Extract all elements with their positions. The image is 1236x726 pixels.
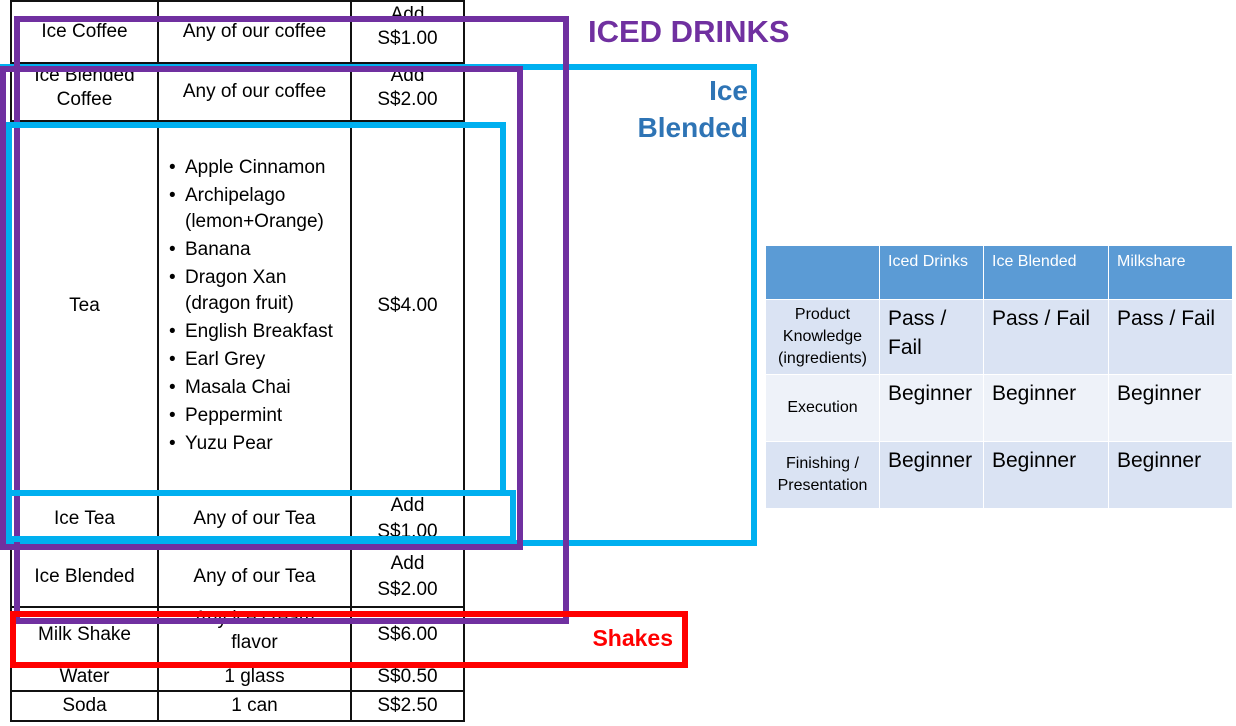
item-cell: Soda bbox=[10, 690, 159, 722]
price-cell: S$2.50 bbox=[350, 690, 465, 722]
table-cell: Pass / Fail bbox=[879, 299, 984, 375]
item-desc: 1 can bbox=[231, 695, 278, 716]
shakes-label: Shakes bbox=[592, 625, 673, 651]
item-desc: Any of our coffee bbox=[182, 21, 327, 42]
item-cell: Ice Coffee bbox=[10, 0, 159, 64]
list-item: Dragon Xan (dragon fruit) bbox=[167, 265, 349, 317]
table-cell: Beginner bbox=[983, 441, 1109, 509]
table-cell: Beginner bbox=[879, 374, 984, 442]
table-cell: Pass / Fail bbox=[1108, 299, 1233, 375]
list-item: Yuzu Pear bbox=[167, 431, 349, 457]
table-cell: Beginner bbox=[1108, 441, 1233, 509]
column-header: Milkshare bbox=[1108, 245, 1233, 300]
item-name: Tea bbox=[69, 295, 100, 316]
price: S$2.00 bbox=[377, 89, 438, 110]
price-cell: Add S$2.00 bbox=[350, 546, 465, 608]
table-row: Product Knowledge (ingredients) Pass / F… bbox=[765, 299, 1233, 375]
item-name: Coffee bbox=[56, 89, 113, 110]
item-desc: 1 glass bbox=[224, 666, 285, 687]
item-name: Water bbox=[59, 666, 110, 687]
item-desc: Any of our coffee bbox=[182, 81, 327, 102]
column-header: Iced Drinks bbox=[879, 245, 984, 300]
price: S$6.00 bbox=[377, 624, 438, 645]
ice-blended-inner-frame bbox=[6, 122, 506, 496]
table-header-row: Iced Drinks Ice Blended Milkshare bbox=[765, 245, 1233, 300]
desc-cell: Apple Cinnamon Archipelago (lemon+Orange… bbox=[157, 120, 352, 492]
column-header: Ice Blended bbox=[983, 245, 1109, 300]
item-name: Ice Coffee bbox=[41, 21, 128, 42]
desc-cell: 1 can bbox=[157, 690, 352, 722]
assessment-table: Iced Drinks Ice Blended Milkshare Produc… bbox=[765, 245, 1233, 509]
table-cell: Pass / Fail bbox=[983, 299, 1109, 375]
table-row: Soda 1 can S$2.50 bbox=[10, 690, 465, 722]
item-desc: flavor bbox=[231, 632, 278, 653]
table-row: Execution Beginner Beginner Beginner bbox=[765, 374, 1233, 442]
item-name: Ice Tea bbox=[54, 508, 115, 529]
tea-list: Apple Cinnamon Archipelago (lemon+Orange… bbox=[160, 155, 349, 457]
price-note: Add bbox=[390, 495, 425, 516]
item-name: Milk Shake bbox=[38, 624, 131, 645]
row-header: Execution bbox=[765, 374, 880, 442]
list-item: Earl Grey bbox=[167, 347, 349, 373]
table-row: Finishing / Presentation Beginner Beginn… bbox=[765, 441, 1233, 509]
item-name: Soda bbox=[62, 695, 107, 716]
list-item: Apple Cinnamon bbox=[167, 155, 349, 181]
iced-drinks-frame bbox=[14, 16, 569, 624]
price-cell: S$4.00 bbox=[350, 120, 465, 492]
table-cell: Beginner bbox=[879, 441, 984, 509]
desc-cell: Any of our coffee bbox=[157, 0, 352, 64]
price: S$4.00 bbox=[377, 295, 438, 316]
item-name: Ice Blended bbox=[34, 566, 135, 587]
ice-tea-frame bbox=[6, 490, 516, 542]
table-row: Ice Coffee Any of our coffee Add S$1.00 bbox=[10, 0, 465, 64]
item-cell: Ice Blended bbox=[10, 546, 159, 608]
desc-cell: Any of our coffee bbox=[157, 62, 352, 122]
table-row: Tea Apple Cinnamon Archipelago (lemon+Or… bbox=[10, 120, 465, 492]
ice-blended-label-line1: Ice bbox=[709, 75, 748, 106]
item-desc: Any of our Tea bbox=[193, 566, 316, 587]
ice-blended-label: Ice Blended bbox=[600, 72, 748, 146]
list-item: Peppermint bbox=[167, 403, 349, 429]
row-header: Product Knowledge (ingredients) bbox=[765, 299, 880, 375]
column-header bbox=[765, 245, 880, 300]
shakes-frame bbox=[10, 611, 688, 668]
list-item: Archipelago (lemon+Orange) bbox=[167, 183, 349, 235]
ice-blended-label-line2: Blended bbox=[637, 112, 748, 143]
iced-drinks-label: ICED DRINKS bbox=[588, 14, 790, 49]
price: S$2.50 bbox=[377, 695, 438, 716]
item-desc: Any of our Tea bbox=[193, 508, 316, 529]
price: S$1.00 bbox=[377, 28, 438, 49]
table-cell: Beginner bbox=[1108, 374, 1233, 442]
price-note: Add bbox=[390, 553, 425, 574]
list-item: Masala Chai bbox=[167, 375, 349, 401]
iced-drinks-inner-frame bbox=[0, 66, 523, 550]
price: S$0.50 bbox=[377, 666, 438, 687]
item-cell: Tea bbox=[10, 120, 159, 492]
list-item: English Breakfast bbox=[167, 319, 349, 345]
price: S$2.00 bbox=[377, 579, 438, 600]
table-cell: Beginner bbox=[983, 374, 1109, 442]
list-item: Banana bbox=[167, 237, 349, 263]
row-header: Finishing / Presentation bbox=[765, 441, 880, 509]
